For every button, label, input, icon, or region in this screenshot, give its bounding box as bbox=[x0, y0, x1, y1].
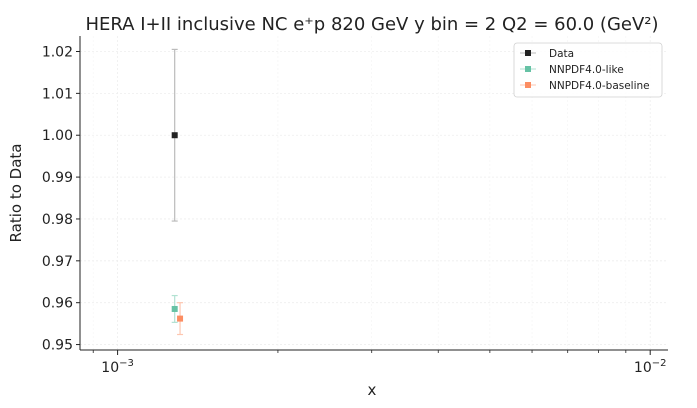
data-marks bbox=[171, 48, 184, 336]
y-tick-label: 0.98 bbox=[42, 212, 73, 228]
y-tick-label: 0.95 bbox=[42, 338, 73, 354]
axes bbox=[79, 36, 668, 351]
x-axis-label: x bbox=[368, 381, 377, 399]
data-point bbox=[177, 315, 184, 322]
chart-title: HERA I+II inclusive NC e⁺p 820 GeV y bin… bbox=[85, 14, 658, 35]
y-tick-label: 0.96 bbox=[42, 296, 73, 312]
legend-box bbox=[513, 42, 663, 98]
grid bbox=[80, 36, 668, 350]
legend-marker bbox=[525, 50, 531, 56]
legend: Data NNPDF4.0-like NNPDF4.0-baseline bbox=[513, 42, 663, 98]
y-tick-label: 0.97 bbox=[42, 254, 73, 270]
data-point bbox=[171, 132, 178, 139]
y-tick-label: 1.01 bbox=[42, 86, 73, 102]
x-tick-label: 10−2 bbox=[634, 358, 667, 376]
legend-marker bbox=[525, 66, 531, 72]
legend-label: NNPDF4.0-like bbox=[549, 64, 624, 76]
ticks: 0.95 0.96 0.97 0.98 0.99 1.00 1.01 1.02 10−3 10−2 bbox=[42, 44, 667, 376]
y-tick-label: 1.00 bbox=[42, 128, 73, 144]
data-point bbox=[171, 305, 178, 312]
y-tick-label: 0.99 bbox=[42, 170, 73, 186]
legend-label: Data bbox=[549, 48, 574, 60]
y-axis-label: Ratio to Data bbox=[7, 144, 25, 243]
x-tick-label: 10−3 bbox=[101, 358, 134, 376]
y-tick-label: 1.02 bbox=[42, 44, 73, 60]
legend-marker bbox=[525, 82, 531, 88]
legend-label: NNPDF4.0-baseline bbox=[549, 80, 650, 92]
